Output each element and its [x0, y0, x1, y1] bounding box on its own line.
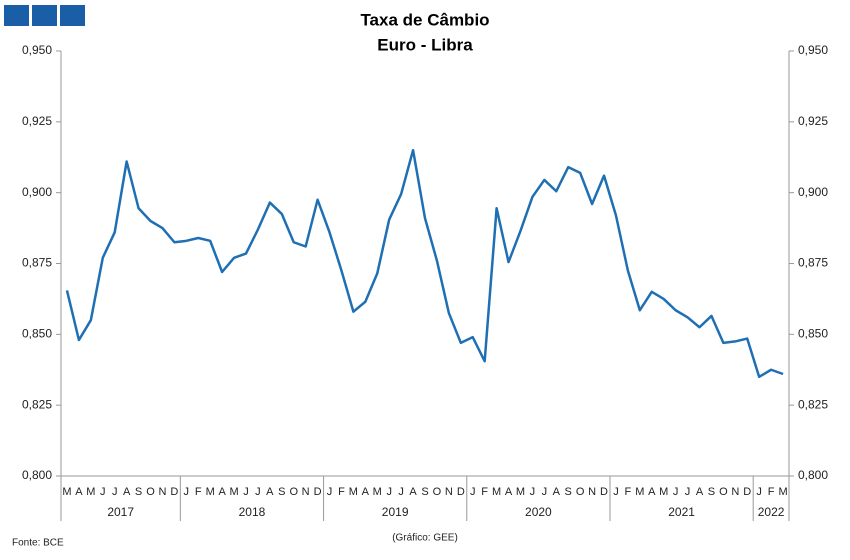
y-tick-label: 0,800 — [22, 468, 52, 482]
x-tick-label: S — [421, 486, 428, 498]
x-tick-label: J — [112, 486, 118, 498]
x-tick-label: J — [398, 486, 404, 498]
x-tick-label: J — [327, 486, 333, 498]
x-tick-label: S — [708, 486, 715, 498]
x-group-label: 2022 — [758, 505, 785, 519]
x-tick-label: D — [457, 486, 465, 498]
x-group-label: 2018 — [239, 505, 266, 519]
x-tick-label: D — [600, 486, 608, 498]
x-tick-label: A — [362, 486, 370, 498]
x-tick-label: M — [206, 486, 215, 498]
x-tick-label: O — [433, 486, 442, 498]
credit: (Gráfico: GEE) — [392, 533, 458, 544]
chart-title: Taxa de Câmbio — [360, 10, 489, 29]
x-tick-label: D — [314, 486, 322, 498]
x-tick-label: J — [673, 486, 679, 498]
logo-block — [32, 5, 57, 26]
x-tick-label: N — [731, 486, 739, 498]
y-tick-label: 0,850 — [22, 327, 52, 341]
x-group-label: 2019 — [382, 505, 409, 519]
source: Fonte: BCE — [12, 538, 64, 549]
x-tick-label: J — [530, 486, 536, 498]
x-tick-label: N — [158, 486, 166, 498]
x-tick-label: S — [565, 486, 572, 498]
x-tick-label: M — [349, 486, 358, 498]
y2-tick-label: 0,950 — [798, 43, 828, 57]
x-tick-label: N — [445, 486, 453, 498]
x-tick-label: F — [625, 486, 632, 498]
x-group-label: 2020 — [525, 505, 552, 519]
y2-tick-label: 0,850 — [798, 327, 828, 341]
x-tick-label: F — [338, 486, 345, 498]
x-tick-label: J — [386, 486, 392, 498]
x-tick-label: D — [743, 486, 751, 498]
logo-block — [4, 5, 29, 26]
x-tick-label: M — [635, 486, 644, 498]
x-tick-label: M — [492, 486, 501, 498]
y2-tick-label: 0,875 — [798, 256, 828, 270]
data-line — [65, 148, 784, 379]
x-tick-label: M — [373, 486, 382, 498]
x-tick-label: A — [505, 486, 513, 498]
x-tick-label: A — [123, 486, 131, 498]
x-tick-label: M — [229, 486, 238, 498]
x-tick-label: J — [613, 486, 619, 498]
x-tick-label: D — [170, 486, 178, 498]
chart-title: Euro - Libra — [377, 35, 473, 54]
x-tick-label: J — [255, 486, 261, 498]
x-tick-label: A — [553, 486, 561, 498]
y-tick-label: 0,900 — [22, 185, 52, 199]
x-tick-label: A — [218, 486, 226, 498]
x-tick-label: M — [516, 486, 525, 498]
y-tick-label: 0,950 — [22, 43, 52, 57]
x-tick-label: J — [184, 486, 190, 498]
x-tick-label: N — [588, 486, 596, 498]
x-tick-label: A — [75, 486, 83, 498]
x-tick-label: J — [470, 486, 476, 498]
x-tick-label: S — [135, 486, 142, 498]
x-tick-label: J — [243, 486, 249, 498]
x-tick-label: M — [86, 486, 95, 498]
x-tick-label: A — [696, 486, 704, 498]
x-tick-label: O — [146, 486, 155, 498]
x-tick-label: M — [62, 486, 71, 498]
x-tick-label: F — [195, 486, 202, 498]
x-tick-label: M — [659, 486, 668, 498]
x-tick-label: J — [542, 486, 548, 498]
x-tick-label: J — [100, 486, 106, 498]
x-tick-label: O — [289, 486, 298, 498]
x-tick-label: S — [278, 486, 285, 498]
x-group-label: 2017 — [107, 505, 134, 519]
x-tick-label: J — [685, 486, 691, 498]
y-tick-label: 0,925 — [22, 114, 52, 128]
x-group-label: 2021 — [668, 505, 695, 519]
x-tick-label: F — [768, 486, 775, 498]
y2-tick-label: 0,925 — [798, 114, 828, 128]
y-tick-label: 0,825 — [22, 397, 52, 411]
x-tick-label: F — [481, 486, 488, 498]
x-tick-label: J — [756, 486, 762, 498]
x-tick-label: A — [409, 486, 417, 498]
y-tick-label: 0,875 — [22, 256, 52, 270]
y2-tick-label: 0,900 — [798, 185, 828, 199]
logo-block — [60, 5, 85, 26]
x-tick-label: A — [648, 486, 656, 498]
x-tick-label: O — [719, 486, 728, 498]
x-tick-label: M — [778, 486, 787, 498]
x-tick-label: O — [576, 486, 585, 498]
x-tick-label: N — [302, 486, 310, 498]
x-tick-label: A — [266, 486, 274, 498]
y2-tick-label: 0,800 — [798, 468, 828, 482]
y2-tick-label: 0,825 — [798, 397, 828, 411]
